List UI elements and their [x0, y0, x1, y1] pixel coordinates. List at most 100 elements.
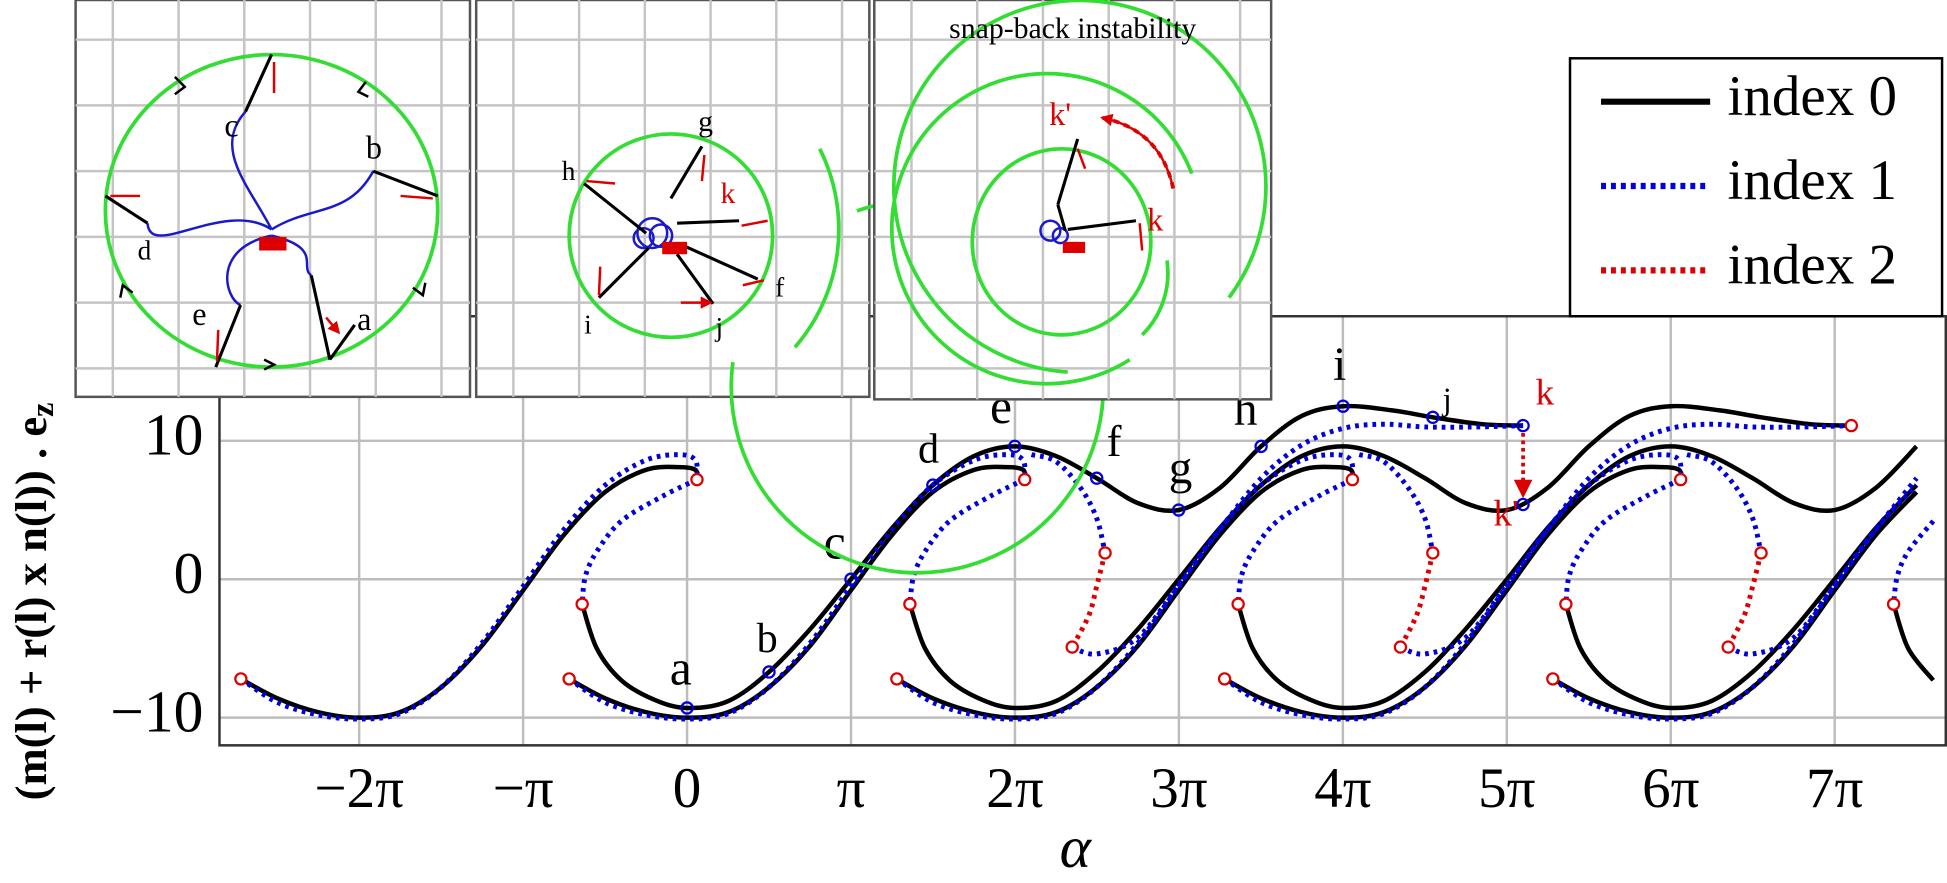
state-point [1171, 503, 1186, 517]
line-segment [1891, 519, 1936, 605]
x-axis-label: α [1060, 814, 1093, 880]
inset-label: k [721, 177, 736, 210]
point-label: i [1333, 339, 1346, 391]
point-label: g [1169, 443, 1193, 495]
branch-point [690, 472, 704, 487]
inset-label: f [775, 272, 785, 302]
trajectory [970, 146, 1153, 337]
line-segment [895, 452, 1356, 722]
branch-point [1546, 672, 1560, 686]
force-arrow [586, 154, 768, 303]
branch-point [890, 672, 904, 686]
branch-point [1426, 546, 1440, 560]
branch-point [1673, 472, 1688, 487]
branch-point [1559, 597, 1573, 611]
rod-loop [636, 217, 669, 250]
insets: c b d e a g h k f i j snap-back instabil… [74, 0, 1273, 575]
line-segment [1891, 603, 1936, 682]
point-label: k [1535, 372, 1554, 413]
state-point [1008, 439, 1022, 454]
line-segment [1071, 421, 1524, 657]
branch-point [1231, 597, 1245, 611]
line-segment [1686, 452, 1764, 554]
rod-loop [648, 223, 674, 249]
legend: index 0 index 1 index 2 [1568, 57, 1944, 318]
point-label: j [1442, 381, 1452, 417]
inset-label: h [562, 156, 576, 186]
legend-label: index 1 [1728, 149, 1897, 212]
clamp [259, 236, 287, 251]
inset-title: snap-back instability [949, 12, 1196, 45]
rod-loop [1051, 226, 1069, 245]
inset-label: j [715, 312, 724, 342]
x-tick-label: 7π [1806, 757, 1863, 820]
branch-point [903, 597, 917, 611]
x-tick-label: −2π [314, 757, 403, 820]
clamp [662, 241, 688, 255]
branch-point [562, 672, 576, 686]
x-tick-label: 6π [1642, 757, 1699, 820]
trajectory [567, 132, 775, 340]
x-tick-label: 5π [1478, 757, 1535, 820]
rod-loop [632, 226, 655, 250]
y-tick-label: 10 [144, 401, 204, 467]
y-tick-label: 0 [174, 540, 204, 606]
rod-loop [1039, 219, 1062, 242]
y-axis-label-sub: z [24, 403, 60, 417]
branch-point [1018, 472, 1032, 487]
arm [1056, 138, 1137, 232]
force-arrow [110, 62, 433, 361]
inset-panel [873, 0, 1273, 401]
branch-point [1754, 546, 1768, 560]
inset-panel [474, 0, 871, 399]
branch-point [234, 672, 248, 686]
x-tick-label: π [837, 757, 866, 820]
line-segment [580, 403, 1524, 711]
branch-point [1098, 546, 1112, 560]
line-segment [1235, 477, 1354, 605]
point-label: a [670, 641, 692, 696]
branch-point [1393, 640, 1408, 654]
state-point [1516, 497, 1530, 512]
legend-label: index 2 [1728, 233, 1897, 296]
direction-mark [119, 76, 427, 371]
branch-point [1886, 597, 1901, 611]
x-tick-label: 0 [673, 757, 702, 820]
line-segment [1399, 421, 1852, 657]
x-tick-label: 3π [1150, 757, 1207, 820]
point-label: k' [1493, 493, 1518, 534]
point-label: c [824, 514, 846, 569]
state-point [680, 701, 694, 715]
line-segment [1358, 452, 1436, 554]
arm [104, 53, 439, 368]
line-segment [1030, 452, 1108, 554]
arm [583, 145, 759, 305]
y-tick-label: −10 [110, 678, 203, 744]
inset-label: k' [1049, 96, 1071, 132]
rod-shape [146, 110, 375, 307]
branch-point [1065, 640, 1079, 654]
state-point [1516, 418, 1530, 433]
point-label: f [1107, 416, 1122, 466]
trajectory [889, 0, 1268, 386]
inset-label: a [357, 301, 371, 337]
point-label: b [757, 615, 778, 662]
x-tick-label: −π [493, 757, 554, 820]
branch-point [575, 597, 589, 611]
state-point [1426, 410, 1440, 424]
branch-point [1721, 640, 1735, 654]
legend-label: index 0 [1728, 65, 1897, 128]
state-point [1090, 471, 1104, 485]
line-segment [907, 477, 1026, 605]
inset-grid [476, 0, 870, 397]
state-point [1336, 399, 1350, 413]
inset-label: k [1147, 202, 1164, 238]
inset-label: c [224, 107, 238, 143]
inset-label: i [584, 310, 592, 340]
state-point [844, 572, 858, 586]
x-tick-label: 4π [1314, 757, 1371, 820]
state-point [762, 665, 776, 679]
clamp [1062, 241, 1086, 253]
line-segment [1551, 490, 1919, 720]
